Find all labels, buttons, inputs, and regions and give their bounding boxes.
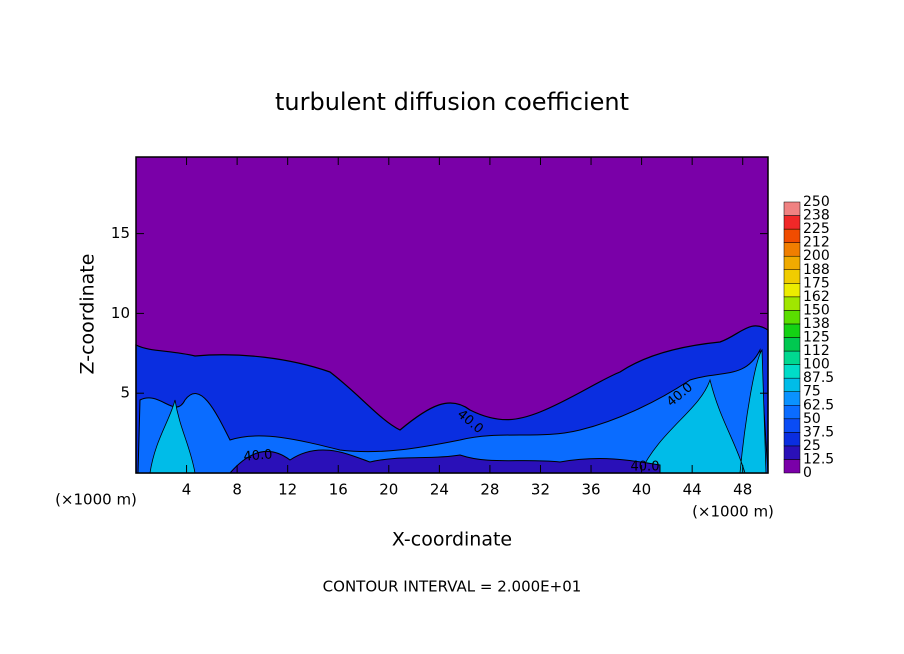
x-tick-label: 20 [379, 481, 398, 499]
colorbar-label: 162 [803, 289, 830, 305]
field-region [149, 348, 767, 474]
colorbar-label: 100 [803, 357, 830, 373]
colorbar-label: 125 [803, 330, 830, 346]
colorbar-segment [783, 269, 801, 284]
colorbar-label: 25 [803, 438, 821, 454]
colorbar-segment [783, 350, 801, 365]
field-region [228, 449, 661, 474]
x-tick-label: 36 [581, 481, 600, 499]
x-tick-label: 16 [329, 481, 348, 499]
colorbar-label: 37.5 [803, 424, 834, 440]
colorbar-label: 138 [803, 316, 830, 332]
colorbar-segment [783, 323, 801, 338]
colorbar-label: 62.5 [803, 397, 834, 413]
colorbar-label: 50 [803, 411, 821, 427]
colorbar-label: 75 [803, 384, 821, 400]
colorbar-label: 112 [803, 343, 830, 359]
x-unit: (×1000 m) [55, 491, 137, 509]
contour-label: 40.0 [243, 447, 273, 464]
contour-label: 40.0 [631, 460, 660, 475]
plot-frame [135, 156, 769, 474]
colorbar-segment [783, 459, 801, 474]
colorbar-segment [783, 228, 801, 243]
colorbar-label: 238 [803, 208, 830, 224]
x-tick-label: 8 [232, 481, 242, 499]
colorbar-segment [783, 391, 801, 406]
colorbar-segment [783, 283, 801, 298]
x-tick-label: 12 [278, 481, 297, 499]
colorbar-segment [783, 215, 801, 230]
colorbar-segment [783, 445, 801, 460]
colorbar-label: 150 [803, 302, 830, 318]
colorbar-segment [783, 296, 801, 311]
colorbar-segment [783, 405, 801, 420]
y-tick-label: 15 [111, 224, 130, 242]
colorbar-segment [783, 418, 801, 433]
colorbar-label: 175 [803, 275, 830, 291]
x-tick-label: 44 [683, 481, 702, 499]
x-tick-label: 32 [531, 481, 550, 499]
colorbar-segment [783, 377, 801, 392]
y-axis-label: Z-coordinate [77, 254, 99, 375]
colorbar-segment [783, 255, 801, 271]
x-tick-label: 4 [182, 481, 192, 499]
y-unit: (×1000 m) [692, 503, 774, 521]
y-tick-label: 5 [120, 384, 130, 402]
colorbar-segment [783, 364, 801, 379]
y-tick-label: 10 [111, 304, 130, 322]
colorbar-label: 200 [803, 248, 830, 264]
x-tick-label: 24 [430, 481, 449, 499]
field-region [137, 348, 769, 474]
colorbar-label: 87.5 [803, 370, 834, 386]
colorbar-segment [783, 201, 801, 216]
colorbar-segment [783, 432, 801, 447]
x-tick-label: 48 [733, 481, 752, 499]
field: 40.040.040.040.0 [135, 157, 769, 475]
x-axis-label: X-coordinate [392, 529, 512, 551]
colorbar-label: 188 [803, 262, 830, 278]
colorbar-label: 225 [803, 221, 830, 237]
footer-note: CONTOUR INTERVAL = 2.000E+01 [323, 578, 582, 596]
colorbar-label: 12.5 [803, 451, 834, 467]
colorbar-label: 212 [803, 235, 830, 251]
colorbar-segment [783, 242, 801, 257]
x-tick-label: 40 [632, 481, 651, 499]
colorbar-label: 250 [803, 194, 830, 210]
colorbar-segment [783, 337, 801, 352]
chart-title: turbulent diffusion coefficient [275, 88, 629, 116]
colorbar-label: 0 [803, 465, 812, 481]
x-tick-label: 28 [480, 481, 499, 499]
colorbar-segment [783, 310, 801, 325]
